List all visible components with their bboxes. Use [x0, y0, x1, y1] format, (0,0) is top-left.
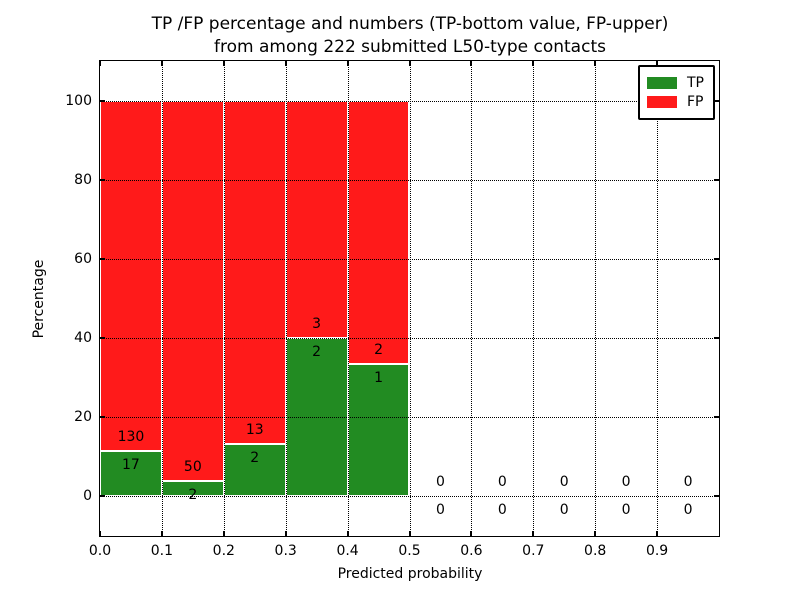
legend-label-fp: FP: [687, 94, 704, 110]
gridline-vertical: [533, 61, 535, 536]
chart-title: TP /FP percentage and numbers (TP-bottom…: [99, 13, 721, 59]
x-tick-mark: [284, 531, 287, 536]
x-tick-mark: [656, 531, 659, 536]
legend-swatch-fp: [647, 96, 677, 108]
x-tick-mark: [594, 61, 597, 66]
x-tick-label: 0.6: [460, 543, 483, 559]
y-tick-label: 80: [74, 171, 92, 188]
bar-segment-tp: [100, 450, 162, 497]
bar-count-label-tp: 0: [435, 502, 445, 519]
bar-count-label-fp: 50: [183, 459, 202, 476]
x-tick-label: 0.9: [645, 543, 669, 559]
chart-title-line1: TP /FP percentage and numbers (TP-bottom…: [151, 14, 669, 34]
x-tick-mark: [222, 61, 225, 66]
legend-entry-tp: TP: [647, 75, 704, 91]
x-tick-mark: [470, 531, 473, 536]
y-tick-mark: [714, 257, 719, 260]
x-tick-mark: [160, 61, 163, 66]
x-tick-label: 0.8: [584, 543, 607, 559]
bar-count-label-tp: 1: [374, 370, 384, 387]
x-tick-mark: [284, 61, 287, 66]
bar-count-label-fp: 0: [683, 474, 693, 491]
x-tick-mark: [656, 61, 659, 66]
y-tick-mark: [714, 99, 719, 102]
x-tick-mark: [408, 61, 411, 66]
y-tick-mark: [100, 257, 105, 260]
bar-segment-fp: [347, 100, 410, 365]
bar-count-label-fp: 130: [117, 428, 145, 445]
bar-count-label-tp: 0: [683, 502, 693, 519]
gridline-vertical: [347, 61, 349, 536]
bar-count-label-fp: 0: [435, 474, 445, 491]
y-tick-mark: [714, 416, 719, 419]
bar-count-label-tp: 17: [122, 456, 140, 473]
x-tick-mark: [160, 531, 163, 536]
x-tick-mark: [346, 61, 349, 66]
x-axis-label: Predicted probability: [337, 566, 483, 582]
legend-swatch-tp: [647, 77, 677, 89]
x-tick-mark: [99, 531, 101, 536]
x-tick-label: 0.2: [212, 543, 235, 559]
legend: TP FP: [638, 65, 715, 120]
bar-count-label-tp: 0: [497, 502, 507, 519]
x-tick-label: 0.4: [336, 543, 359, 559]
x-tick-mark: [346, 531, 349, 536]
bar-segment-fp: [100, 100, 162, 451]
y-tick-label: 60: [74, 250, 92, 267]
gridline-vertical: [161, 61, 163, 536]
gridline-vertical: [223, 61, 225, 536]
y-tick-mark: [100, 99, 105, 102]
bar-count-label-tp: 0: [559, 502, 569, 519]
bar-count-label-fp: 13: [245, 421, 264, 438]
plot-area: 130 17 50 2 13 2 3 2 2 1 0 0 0 0 0 0 0 0 0 0 TP FP: [99, 60, 720, 537]
legend-entry-fp: FP: [647, 94, 704, 110]
y-tick-mark: [714, 337, 719, 340]
bar-count-label-fp: 3: [312, 316, 322, 333]
bar-count-label-fp: 0: [497, 474, 507, 491]
bar-count-label-tp: 2: [250, 449, 260, 466]
bar-count-label-fp: 0: [559, 474, 569, 491]
gridline-vertical: [471, 61, 473, 536]
gridline-vertical: [409, 61, 411, 536]
bar-count-label-tp: 2: [188, 487, 198, 504]
y-tick-mark: [100, 495, 105, 498]
x-tick-mark: [532, 531, 535, 536]
x-tick-label: 0.5: [398, 543, 421, 559]
x-tick-mark: [408, 531, 411, 536]
bar-count-label-tp: 0: [621, 502, 631, 519]
x-tick-mark: [222, 531, 225, 536]
bar-count-label-fp: 2: [374, 342, 384, 359]
bar-count-label-tp: 2: [312, 344, 322, 361]
legend-label-tp: TP: [687, 75, 704, 91]
x-tick-mark: [470, 61, 473, 66]
x-tick-mark: [594, 531, 597, 536]
bar-count-label-fp: 0: [621, 474, 631, 491]
gridline-vertical: [595, 61, 597, 536]
y-tick-mark: [714, 495, 719, 498]
gridline-vertical: [285, 61, 287, 536]
bar-segment-fp: [161, 100, 224, 482]
y-tick-mark: [100, 416, 105, 419]
chart-title-line2: from among 222 submitted L50-type contac…: [214, 37, 606, 57]
y-tick-mark: [714, 178, 719, 181]
x-tick-mark: [532, 61, 535, 66]
bar-segment-fp: [285, 100, 348, 339]
y-tick-label: 0: [83, 488, 92, 505]
x-tick-label: 0.7: [522, 543, 545, 559]
x-tick-mark: [99, 61, 101, 66]
y-tick-mark: [100, 178, 105, 181]
y-tick-label: 40: [74, 330, 92, 347]
y-tick-mark: [100, 337, 105, 340]
x-tick-label: 0.3: [274, 543, 297, 559]
gridline-vertical: [657, 61, 659, 536]
y-tick-label: 100: [65, 92, 92, 109]
x-tick-label: 0.1: [150, 543, 174, 559]
bar-segment-fp: [223, 100, 286, 444]
x-tick-label: 0.0: [88, 543, 112, 559]
y-tick-label: 20: [74, 409, 92, 426]
